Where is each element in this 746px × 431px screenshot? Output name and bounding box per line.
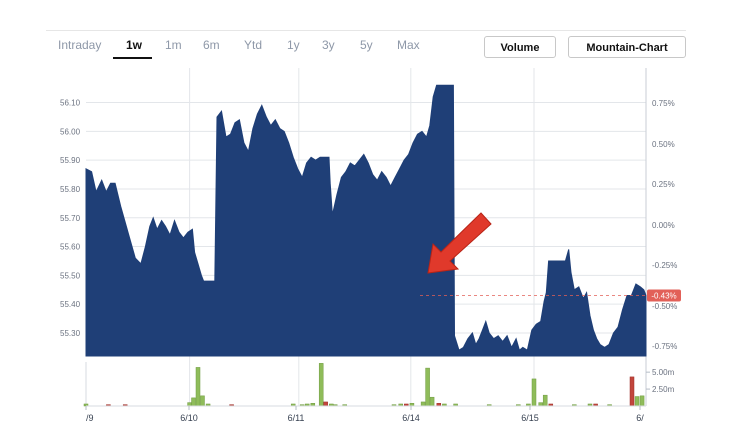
volume-bar	[538, 402, 543, 407]
annotation-arrow	[427, 212, 492, 274]
price-area-path	[85, 84, 647, 357]
current-marker: -0.43%	[420, 289, 681, 302]
price-tick-label: 55.50	[60, 271, 81, 280]
percent-tick-label: -0.25%	[652, 261, 677, 270]
price-tick-label: 55.70	[60, 214, 81, 223]
tab-6m[interactable]: 6m	[203, 38, 220, 52]
top-band	[0, 0, 746, 30]
percent-tick-label: 0.25%	[652, 180, 675, 189]
price-area	[85, 84, 647, 357]
volume-bar	[429, 396, 435, 407]
tab-1y[interactable]: 1y	[287, 38, 300, 52]
volume-bar	[542, 394, 548, 407]
volume-axis: 5.00m 2.50m	[646, 368, 675, 394]
percent-axis: 0.75% 0.50% 0.25% 0.00% -0.25% -0.50% -0.75%	[652, 99, 677, 351]
price-tick-label: 55.90	[60, 156, 81, 165]
x-tick-label: 6/10	[180, 413, 198, 423]
volume-bar	[531, 378, 537, 407]
volume-bar	[323, 401, 328, 407]
x-tick-label: /9	[86, 413, 94, 423]
volume-bars	[83, 363, 646, 407]
price-tick-label: 56.00	[60, 127, 81, 136]
x-tick-label: 6/15	[521, 413, 539, 423]
volume-bar	[634, 396, 640, 407]
percent-tick-label: -0.75%	[652, 342, 677, 351]
volume-bar	[629, 376, 635, 407]
percent-tick-label: 0.00%	[652, 221, 675, 230]
range-toolbar	[46, 30, 686, 61]
x-tick-label: 6/	[636, 413, 644, 423]
volume-bar	[639, 395, 645, 407]
percent-tick-label: -0.50%	[652, 302, 677, 311]
chart-type-button[interactable]: Mountain-Chart	[568, 36, 686, 58]
price-tick-label: 55.60	[60, 243, 81, 252]
volume-bar	[200, 395, 205, 407]
active-tab-underline	[113, 57, 152, 59]
tab-intraday[interactable]: Intraday	[58, 38, 102, 52]
current-change-label: -0.43%	[651, 292, 676, 301]
tab-5y[interactable]: 5y	[360, 38, 373, 52]
tab-1w[interactable]: 1w	[126, 38, 143, 52]
volume-bar	[425, 367, 430, 407]
volume-bar	[191, 397, 196, 407]
tab-3y[interactable]: 3y	[322, 38, 335, 52]
volume-bar	[195, 367, 201, 407]
volume-bar	[187, 402, 192, 407]
price-tick-label: 55.80	[60, 185, 81, 194]
price-tick-label: 55.40	[60, 300, 81, 309]
volume-button[interactable]: Volume	[484, 36, 556, 58]
tab-max[interactable]: Max	[397, 38, 420, 52]
percent-tick-label: 0.50%	[652, 140, 675, 149]
volume-bar	[318, 363, 324, 407]
tab-1m[interactable]: 1m	[165, 38, 182, 52]
volume-bar	[420, 401, 426, 407]
date-axis: /9 6/10 6/11 6/14 6/15 6/	[85, 406, 644, 423]
tab-ytd[interactable]: Ytd	[244, 38, 263, 52]
x-tick-label: 6/11	[288, 413, 305, 423]
percent-tick-label: 0.75%	[652, 99, 675, 108]
price-tick-label: 56.10	[60, 99, 81, 108]
x-tick-label: 6/14	[402, 413, 420, 423]
price-tick-label: 55.30	[60, 329, 81, 338]
volume-tick-label: 2.50m	[652, 385, 675, 394]
price-axis: 56.10 56.00 55.90 55.80 55.70 55.60 55.50 55.40…	[60, 99, 81, 338]
volume-tick-label: 5.00m	[652, 368, 675, 377]
current-change-badge	[647, 289, 681, 302]
red-arrow-icon	[427, 212, 492, 274]
